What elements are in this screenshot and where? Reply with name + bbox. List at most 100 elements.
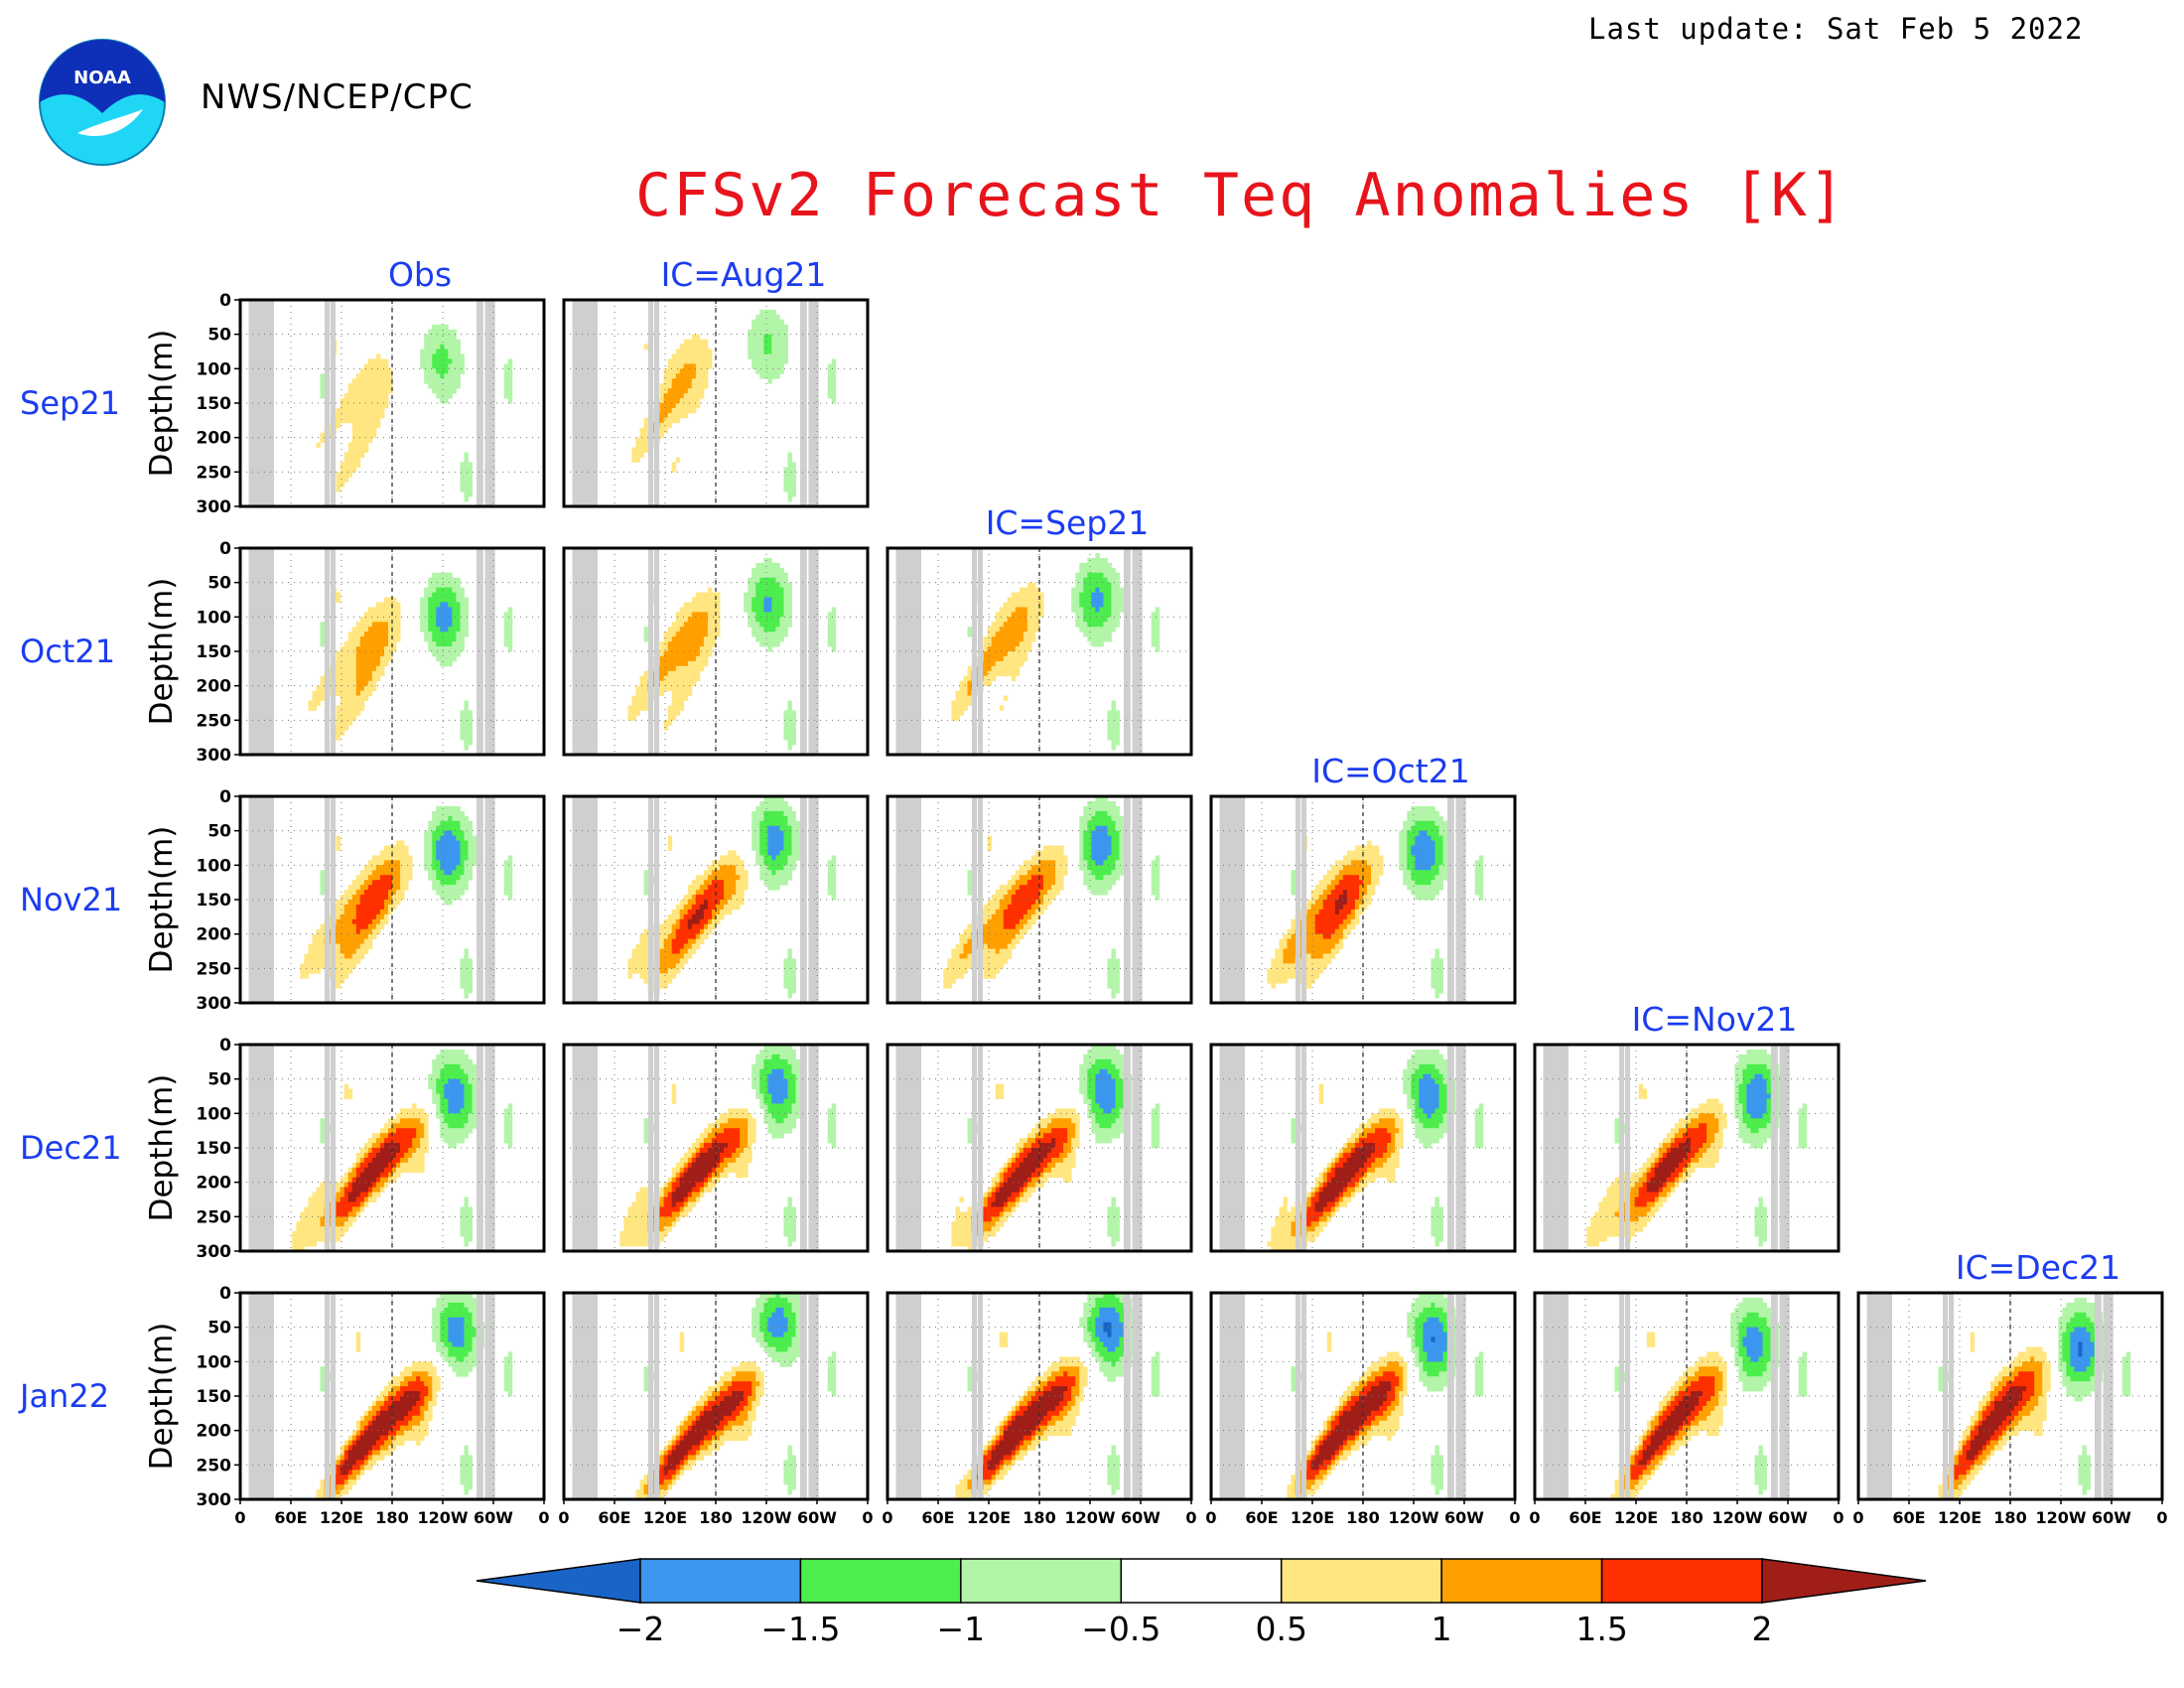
y-tick-label: 300 (197, 1242, 232, 1262)
x-tick-label: 0 (1529, 1508, 1540, 1527)
anomaly-panel (1209, 794, 1517, 1005)
colorbar-segment (639, 1558, 802, 1604)
land-mask (977, 1293, 984, 1499)
colorbar-tick-label: 1.5 (1575, 1610, 1627, 1648)
x-tick-label: 60E (1892, 1508, 1925, 1527)
x-tick-label: 120E (320, 1508, 363, 1527)
colorbar-segment (1280, 1558, 1442, 1604)
land-mask (648, 300, 654, 506)
land-mask (800, 548, 807, 755)
land-mask (1132, 1293, 1143, 1499)
land-mask (1779, 1045, 1790, 1251)
anomaly-panel (886, 1291, 1193, 1501)
land-mask (484, 1293, 495, 1499)
x-tick-label: 60W (797, 1508, 837, 1527)
column-label: IC=Aug21 (661, 255, 827, 294)
y-tick-label: 100 (197, 359, 232, 379)
y-tick-label: 50 (207, 574, 231, 594)
y-tick-label: 50 (207, 822, 231, 842)
y-tick-label: 50 (207, 1319, 231, 1338)
x-tick-label: 120E (1614, 1508, 1658, 1527)
land-mask (972, 1293, 978, 1499)
land-mask (653, 796, 660, 1003)
noaa-logo-text: NOAA (73, 68, 131, 88)
x-tick-label: 0 (1509, 1508, 1520, 1527)
land-mask (330, 548, 337, 755)
y-axis-label: Depth(m) (144, 1074, 180, 1222)
land-mask (1948, 1293, 1955, 1499)
noaa-logo: NOAA (39, 39, 166, 166)
chart-title: CFSv2 Forecast Teq Anomalies [K] (635, 161, 1846, 230)
x-tick-label: 60E (1569, 1508, 1601, 1527)
land-mask (325, 1045, 331, 1251)
colorbar-segment (1761, 1558, 1927, 1604)
land-mask (808, 1045, 819, 1251)
y-tick-label: 200 (197, 1174, 232, 1194)
colorbar-tick-label: −1.5 (760, 1610, 840, 1648)
y-tick-label: 200 (197, 429, 232, 449)
land-mask (1455, 1045, 1466, 1251)
y-tick-label: 150 (197, 891, 232, 911)
land-mask (477, 548, 483, 755)
land-mask (1619, 1293, 1625, 1499)
land-mask (800, 1045, 807, 1251)
y-tick-label: 200 (197, 925, 232, 945)
land-mask (800, 300, 807, 506)
land-mask (1124, 1293, 1131, 1499)
x-tick-label: 60E (1245, 1508, 1278, 1527)
y-axis-label: Depth(m) (144, 1323, 180, 1471)
organization-label: NWS/NCEP/CPC (201, 77, 474, 117)
anomaly-panel (886, 794, 1193, 1005)
land-mask (972, 1045, 978, 1251)
y-tick-label: 0 (219, 539, 231, 559)
y-tick-label: 0 (219, 1284, 231, 1304)
x-tick-label: 0 (2156, 1508, 2167, 1527)
land-mask (1943, 1293, 1949, 1499)
land-mask (1296, 1045, 1301, 1251)
row-label: Dec21 (20, 1129, 122, 1167)
land-mask (972, 796, 978, 1003)
x-tick-label: 0 (1852, 1508, 1863, 1527)
colorbar-segment (1440, 1558, 1603, 1604)
y-tick-label: 150 (197, 1139, 232, 1159)
x-tick-label: 60W (1121, 1508, 1160, 1527)
land-mask (808, 548, 819, 755)
column-label: IC=Nov21 (1632, 1000, 1798, 1039)
land-mask (477, 1293, 483, 1499)
y-axis-label: Depth(m) (144, 578, 180, 726)
colorbar-segment (960, 1558, 1123, 1604)
anomaly-panel (562, 546, 870, 757)
anomaly-panel (238, 298, 546, 508)
y-tick-label: 200 (197, 1422, 232, 1442)
land-mask (484, 300, 495, 506)
anomaly-panel (238, 1291, 546, 1501)
y-tick-label: 0 (219, 1036, 231, 1055)
land-mask (1132, 796, 1143, 1003)
colorbar-segment (799, 1558, 962, 1604)
y-tick-label: 150 (197, 394, 232, 414)
x-tick-label: 0 (862, 1508, 873, 1527)
anomaly-panel (238, 546, 546, 757)
y-tick-label: 100 (197, 1104, 232, 1124)
column-label: IC=Sep21 (986, 503, 1150, 542)
colorbar-tick-label: 1 (1432, 1610, 1452, 1648)
column-label: IC=Dec21 (1956, 1248, 2120, 1287)
land-mask (325, 1293, 331, 1499)
colorbar-tick-label: −2 (616, 1610, 665, 1648)
land-mask (1447, 1293, 1454, 1499)
x-tick-label: 180 (375, 1508, 408, 1527)
y-tick-label: 100 (197, 608, 232, 628)
land-mask (1300, 796, 1307, 1003)
land-mask (1455, 796, 1466, 1003)
land-mask (330, 796, 337, 1003)
land-mask (1455, 1293, 1466, 1499)
x-tick-label: 180 (1023, 1508, 1055, 1527)
land-mask (1624, 1293, 1631, 1499)
x-tick-label: 120W (1388, 1508, 1438, 1527)
land-mask (977, 1045, 984, 1251)
x-tick-label: 0 (234, 1508, 245, 1527)
land-mask (1124, 548, 1131, 755)
land-mask (325, 548, 331, 755)
land-mask (977, 548, 984, 755)
x-tick-label: 120W (2035, 1508, 2086, 1527)
